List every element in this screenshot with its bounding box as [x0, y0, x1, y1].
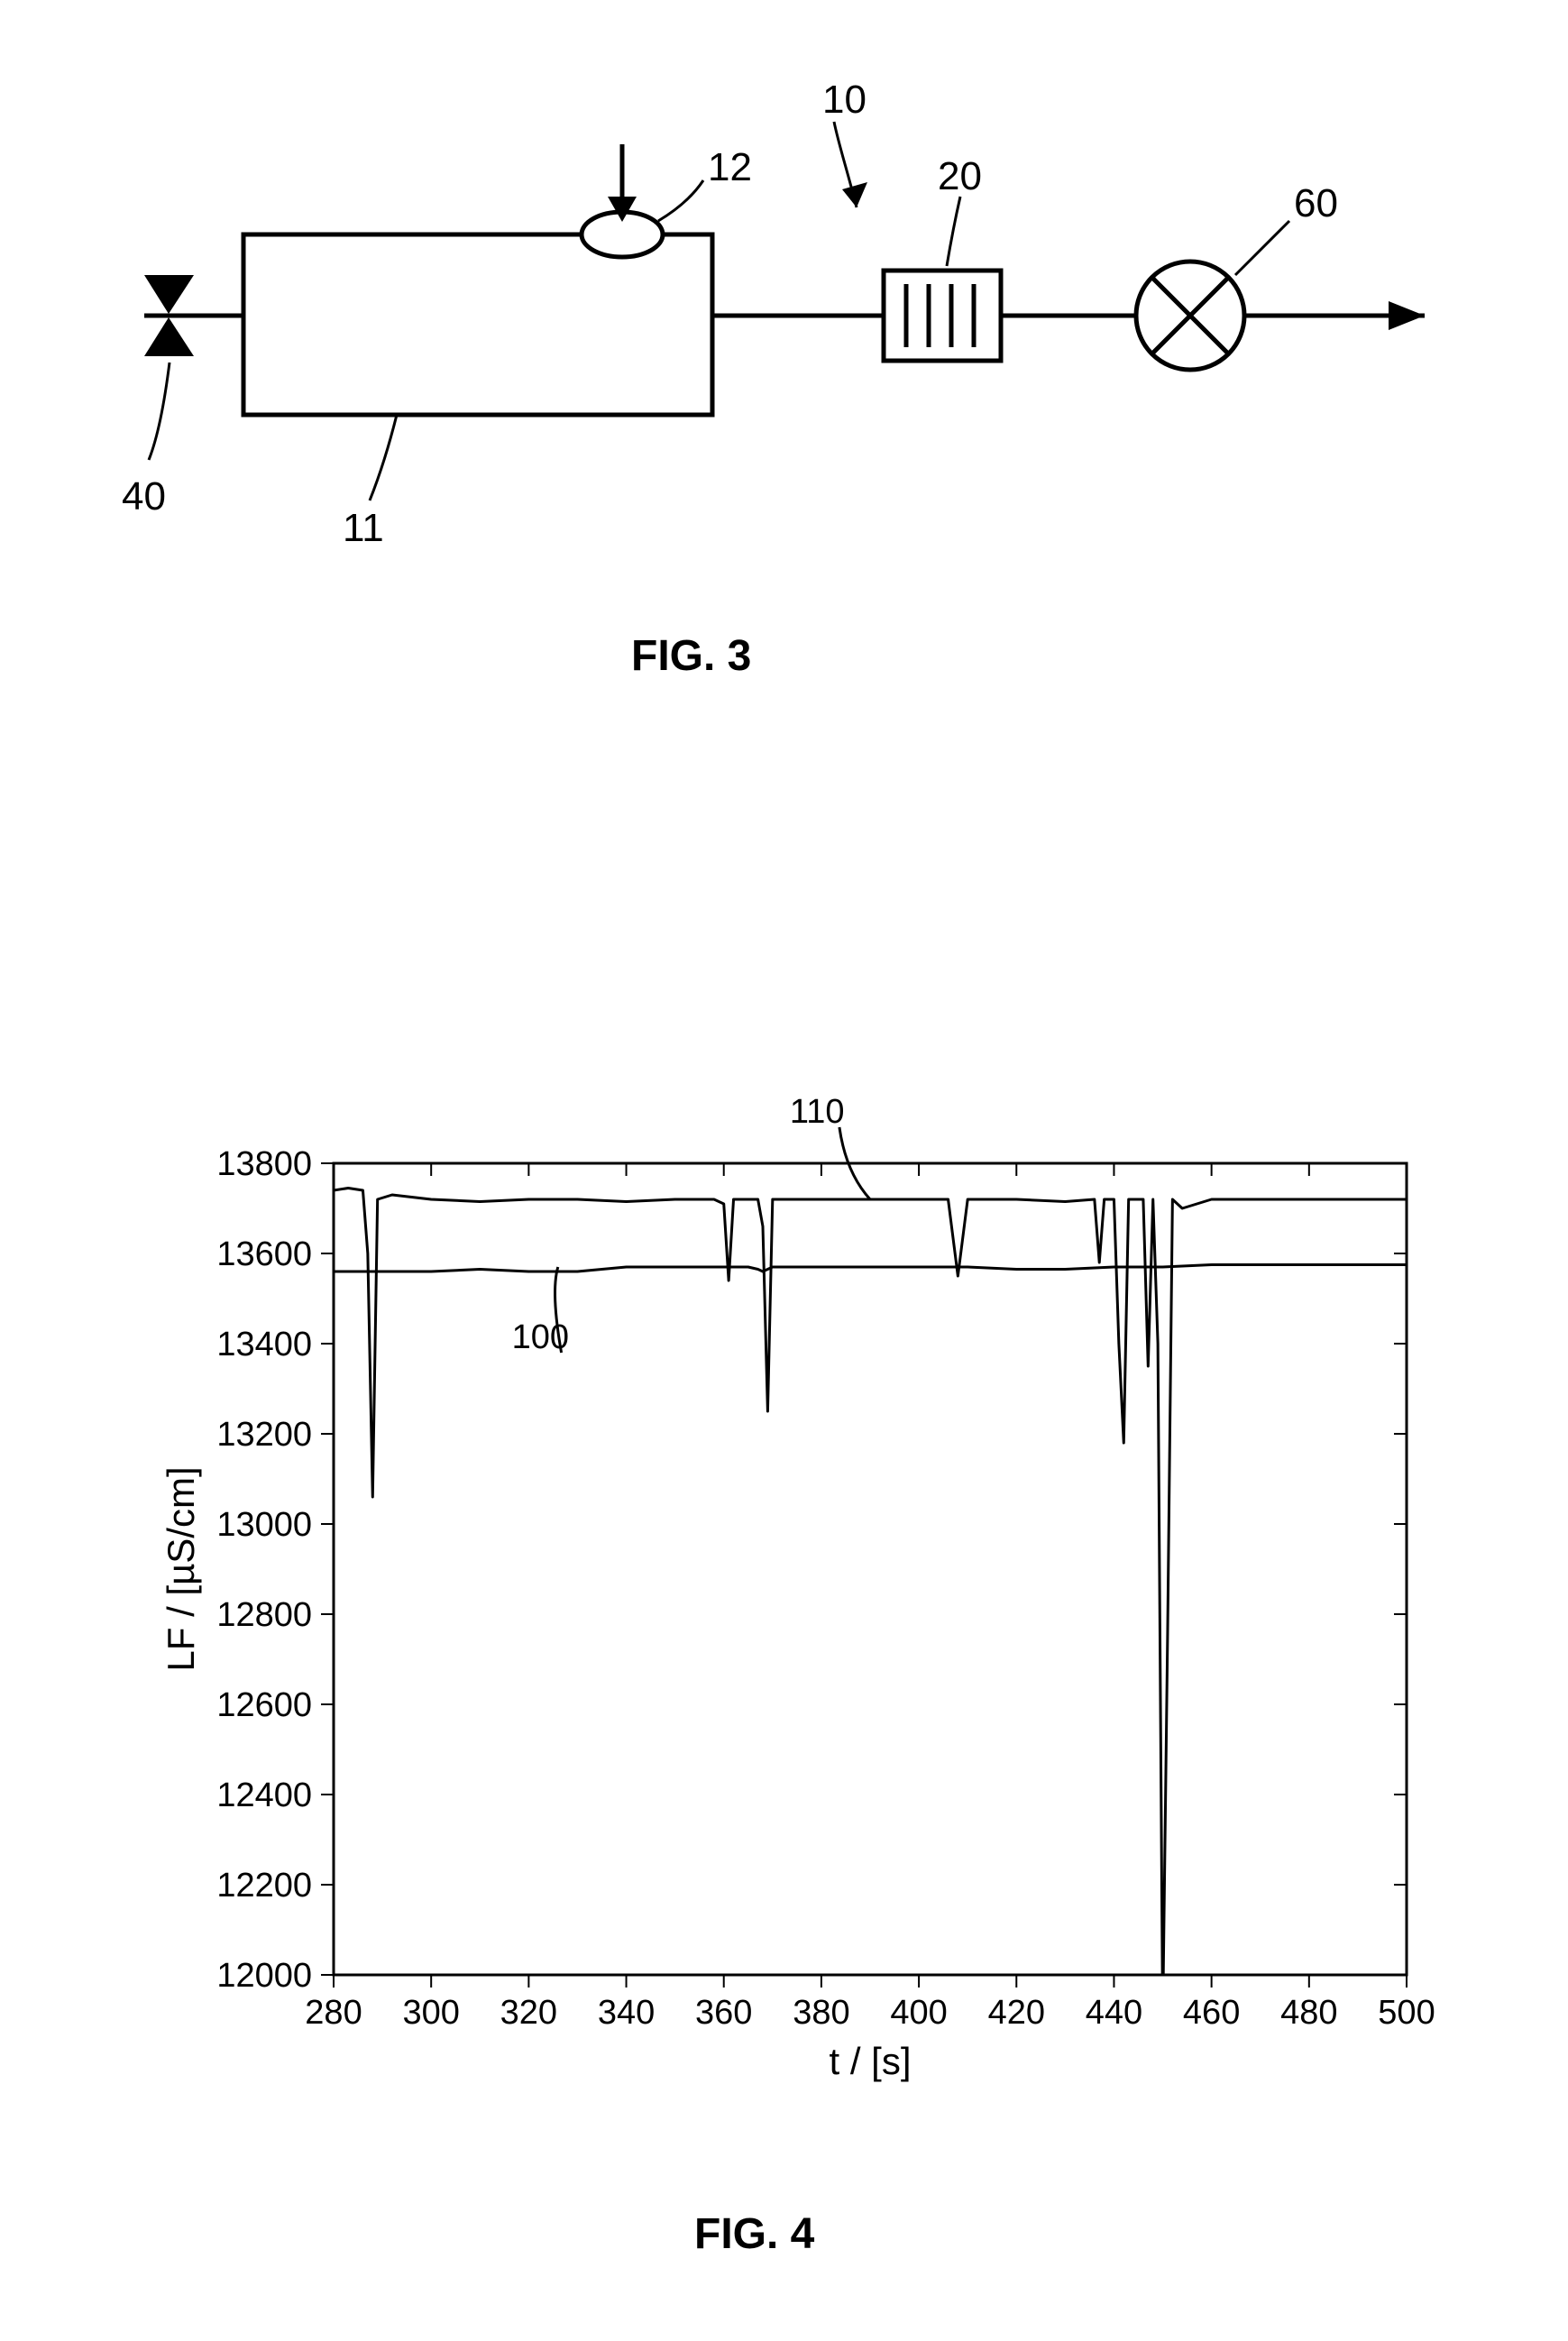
x-tick-label: 380 [793, 1994, 849, 2032]
leader-11 [370, 415, 397, 500]
label-20: 20 [938, 154, 982, 198]
arrowhead-10 [842, 182, 867, 207]
x-tick-label: 400 [890, 1994, 947, 2032]
block-11 [243, 234, 712, 415]
label-10: 10 [822, 78, 867, 122]
y-tick-label: 12400 [216, 1776, 312, 1814]
x-tick-label: 500 [1378, 1994, 1435, 2032]
series-110 [334, 1189, 1407, 2021]
y-axis-label: LF / [µS/cm] [160, 1466, 202, 1671]
x-tick-label: 360 [695, 1994, 752, 2032]
label-40: 40 [122, 474, 166, 519]
fig3-caption: FIG. 3 [631, 631, 751, 681]
y-tick-label: 13200 [216, 1416, 312, 1454]
x-tick-label: 340 [598, 1994, 655, 2032]
x-tick-label: 420 [988, 1994, 1045, 2032]
x-tick-label: 320 [500, 1994, 557, 2032]
plot-frame [334, 1163, 1407, 1975]
exit-arrowhead [1389, 301, 1425, 330]
y-tick-label: 13400 [216, 1326, 312, 1363]
label-12: 12 [708, 145, 752, 189]
leader-60 [1235, 221, 1289, 275]
x-axis-label: t / [s] [829, 2040, 911, 2082]
series-label-100: 100 [512, 1318, 569, 1356]
y-tick-label: 13800 [216, 1145, 312, 1183]
node-20 [884, 271, 1001, 361]
x-tick-label: 300 [402, 1994, 459, 2032]
label-60: 60 [1294, 181, 1338, 225]
y-tick-label: 12200 [216, 1867, 312, 1905]
x-tick-label: 480 [1280, 1994, 1337, 2032]
y-tick-label: 12000 [216, 1957, 312, 1995]
y-tick-label: 13000 [216, 1506, 312, 1544]
node-60 [1136, 262, 1244, 370]
x-tick-label: 460 [1183, 1994, 1240, 2032]
leader-40 [149, 363, 170, 460]
y-tick-label: 13600 [216, 1235, 312, 1273]
y-tick-label: 12600 [216, 1686, 312, 1724]
fig4-caption: FIG. 4 [694, 2209, 814, 2259]
y-tick-label: 12800 [216, 1596, 312, 1634]
series-label-110: 110 [790, 1093, 845, 1131]
x-tick-label: 280 [305, 1994, 362, 2032]
series-100 [334, 1265, 1407, 1272]
fig3-schematic: 40 11 12 10 20 [108, 81, 1443, 550]
label-11: 11 [343, 506, 384, 550]
x-tick-label: 440 [1086, 1994, 1142, 2032]
leader-12 [658, 180, 703, 221]
fig4-chart: 280 300 320 340 360 380 400 420 440 460 480 500 1200… [162, 1145, 1443, 2101]
leader-20 [947, 197, 960, 266]
